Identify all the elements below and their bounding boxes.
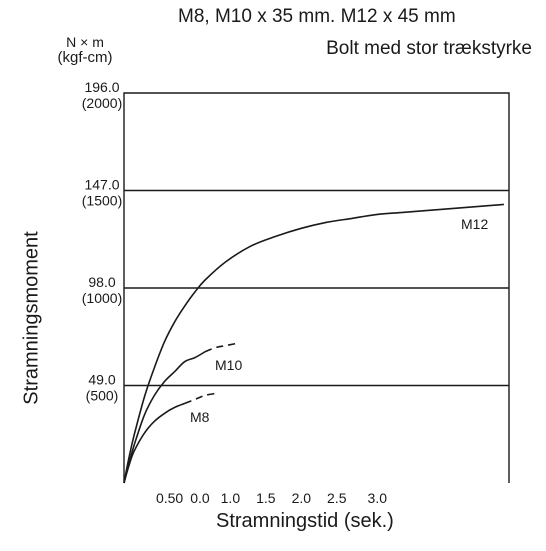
- y-unit-nm: N × m: [66, 34, 104, 50]
- series-label-m12: M12: [461, 216, 488, 232]
- series-line-m10: [123, 351, 206, 484]
- series-label-m10: M10: [215, 357, 242, 373]
- chart-title-line1: M8, M10 x 35 mm. M12 x 45 mm: [178, 6, 456, 27]
- chart-title-line2: Bolt med stor trækstyrke: [326, 38, 532, 59]
- x-tick-label: 3.0: [368, 490, 388, 506]
- y-tick-sublabel: (500): [86, 388, 119, 404]
- series-dashed-m8: [184, 392, 216, 405]
- y-tick-label: 98.0: [88, 274, 115, 290]
- x-tick-label: 0.50: [156, 490, 183, 506]
- x-tick-label: 2.0: [292, 490, 312, 506]
- y-tick-sublabel: (1500): [82, 193, 122, 209]
- x-tick-label: 1.0: [221, 490, 241, 506]
- y-tick-sublabel: (2000): [82, 95, 122, 111]
- series-label-m8: M8: [190, 409, 210, 425]
- y-unit-kgfcm: (kgf-cm): [57, 49, 113, 66]
- x-axis-label: Stramningstid (sek.): [216, 510, 394, 532]
- y-tick-label: 196.0: [84, 79, 119, 95]
- series-line-m12: [123, 203, 504, 484]
- x-tick-label: 1.5: [256, 490, 276, 506]
- y-tick-label: 147.0: [84, 177, 119, 193]
- x-tick-label: 2.5: [327, 490, 347, 506]
- y-tick-label: 49.0: [88, 372, 115, 388]
- x-tick-label: 0.0: [190, 490, 210, 506]
- y-tick-sublabel: (1000): [82, 290, 122, 306]
- series-line-m8: [123, 402, 186, 484]
- series-dashed-m10: [204, 342, 236, 353]
